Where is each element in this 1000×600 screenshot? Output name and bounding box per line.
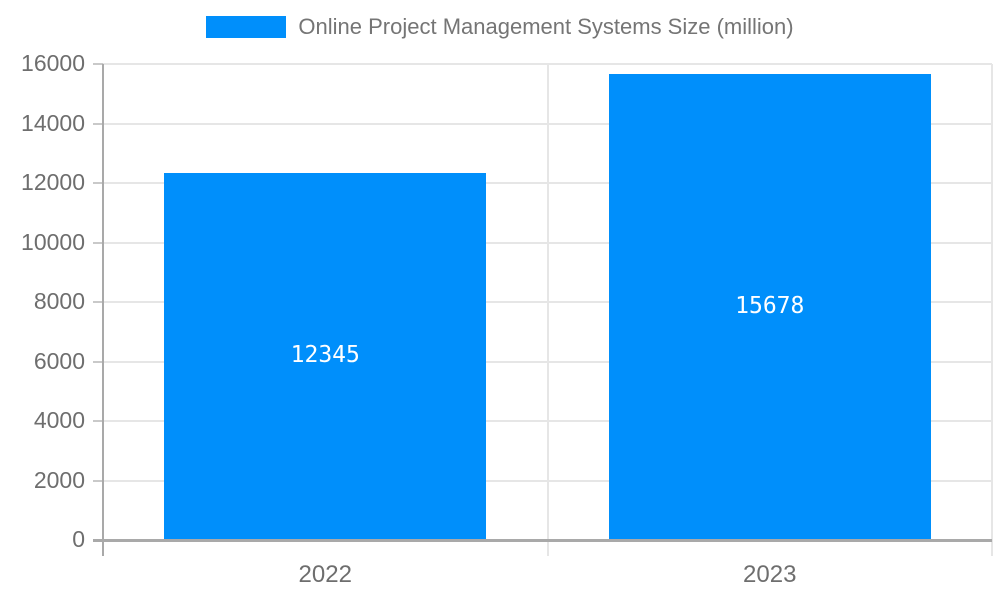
y-tick-10000	[93, 241, 103, 244]
legend-label: Online Project Management Systems Size (…	[298, 14, 794, 39]
x-axis-label-2022: 2022	[298, 561, 352, 588]
y-axis-tick-label: 14000	[21, 109, 85, 136]
x-axis-label-2023: 2023	[743, 561, 797, 588]
y-tick-6000	[93, 360, 103, 363]
y-axis-tick-label: 10000	[21, 228, 85, 255]
y-axis-tick-label: 0	[72, 526, 85, 552]
y-axis-tick-label: 8000	[33, 288, 85, 314]
category-boundary-line-2	[991, 64, 993, 556]
category-boundary-line-1	[546, 64, 549, 556]
bar-2022[interactable]	[164, 172, 487, 540]
y-tick-12000	[93, 182, 103, 184]
bar-value-label-2022: 12345	[290, 342, 360, 369]
y-axis-tick-label: 6000	[33, 347, 85, 374]
y-tick-8000	[93, 301, 103, 303]
y-axis-tick-label: 16000	[21, 50, 85, 76]
bar-2023[interactable]	[608, 73, 931, 540]
bar-value-label-2023: 15678	[735, 292, 805, 319]
y-axis-line	[102, 64, 104, 556]
y-tick-14000	[93, 122, 103, 125]
y-axis-tick-label: 4000	[33, 407, 85, 433]
y-tick-4000	[93, 420, 103, 422]
y-tick-16000	[93, 63, 103, 65]
y-axis-tick-label: 12000	[21, 169, 85, 195]
x-axis-line	[93, 539, 992, 542]
y-axis-tick-label: 2000	[33, 466, 85, 493]
chart-legend[interactable]: Online Project Management Systems Size (…	[0, 14, 1000, 40]
legend-swatch[interactable]	[206, 16, 287, 38]
y-tick-2000	[93, 479, 103, 482]
